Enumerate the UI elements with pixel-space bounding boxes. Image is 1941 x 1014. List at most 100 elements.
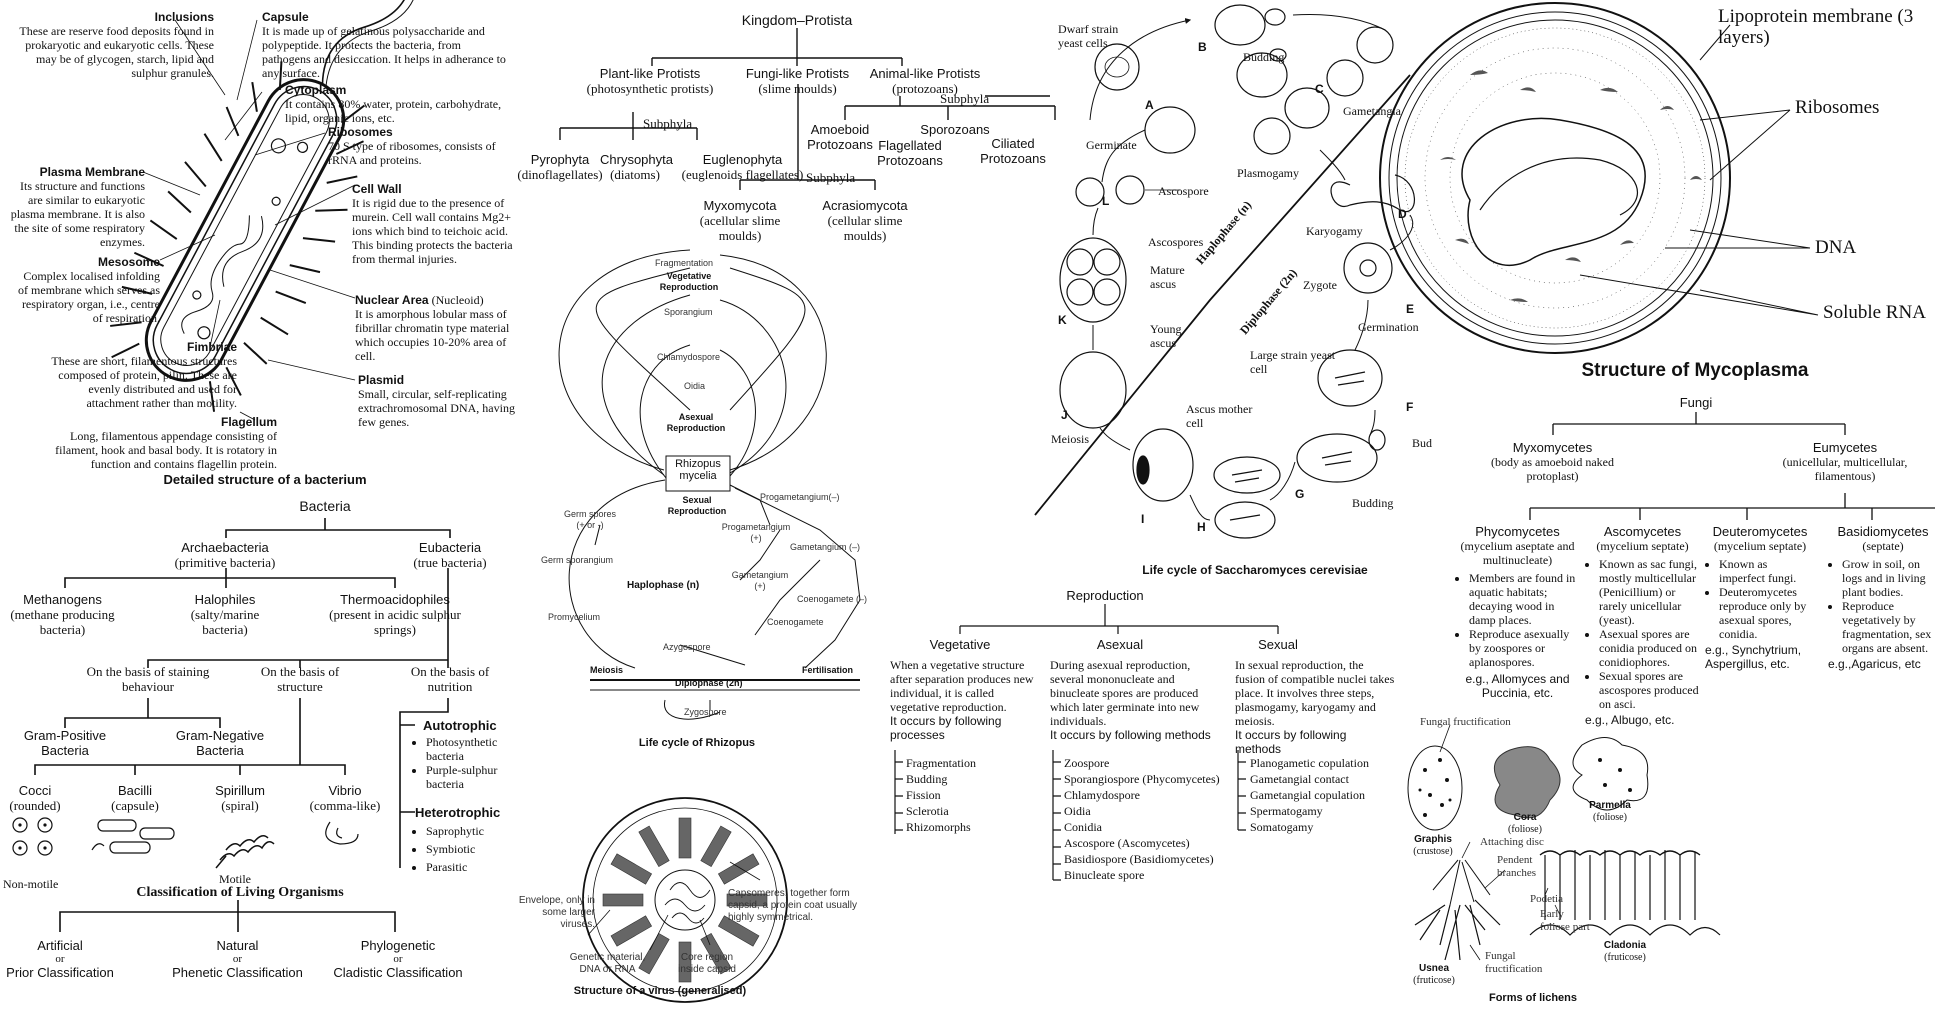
non-motile-label: Non-motile — [3, 877, 59, 891]
vegetative-list: Fragmentation Budding Fission Sclerotia … — [906, 756, 976, 834]
ascomycetes-node: Ascomycetes (mycelium septate) Known as … — [1585, 524, 1700, 727]
rh-haplophase: Haplophase (n) — [627, 580, 700, 591]
bacteria-root: Bacteria — [299, 498, 351, 514]
lichens-caption: Forms of lichens — [1488, 992, 1578, 1004]
motile-label: Motile — [219, 872, 251, 886]
rh-oidia: Oidia — [684, 381, 706, 391]
plant-like-protists: Plant-like Protists (photosynthetic prot… — [586, 66, 714, 96]
yeast-plasmogamy: Plasmogamy — [1237, 166, 1299, 180]
yeast-ascospore: Ascospore — [1158, 184, 1209, 198]
cocci-node: Cocci (rounded) — [9, 783, 61, 813]
nuclear-area-label: Nuclear Area (Nucleoid) It is amorphous … — [355, 293, 510, 363]
reproduction-root: Reproduction — [1066, 588, 1144, 603]
yeast-karyogamy: Karyogamy — [1306, 224, 1363, 238]
bacteria-tree-lines — [34, 518, 451, 932]
basis-structure: On the basis of structure — [260, 664, 340, 694]
heterotrophic-list: Saprophytic Symbiotic Parasitic — [412, 822, 507, 876]
yeast-budding: Budding — [1243, 50, 1285, 64]
lichen-parmella: Parmella (foliose) — [1589, 800, 1631, 823]
rh-coeno-neg: Coenogamete (–) — [797, 594, 868, 604]
flagellated-node: Flagellated Protozoans — [877, 138, 943, 168]
virus-capsomeres: Capsomeres, together form capsid, a prot… — [728, 888, 857, 923]
rh-zygospore: Zygospore — [684, 707, 727, 717]
mycoplasma-caption: Structure of Mycoplasma — [1581, 360, 1809, 381]
sexual-node: Sexual — [1258, 637, 1298, 652]
protista-root: Kingdom–Protista — [741, 12, 853, 28]
rh-azygospore: Azygospore — [663, 642, 711, 652]
myco-dna: DNA — [1815, 237, 1857, 258]
acrasiomycota-node: Acrasiomycota (cellular slime moulds) — [822, 198, 908, 243]
rhizopus-cycle — [558, 249, 861, 720]
bacilli-node: Bacilli (capsule) — [111, 783, 159, 813]
virus-genetic: Genetic material, DNA or RNA — [569, 952, 646, 975]
rh-promycelium: Promycelium — [548, 612, 601, 622]
yeast-letter-b: B — [1198, 40, 1207, 54]
gram-positive-node: Gram-Positive Bacteria — [23, 728, 107, 758]
asexual-desc: During asexual reproduction, several mon… — [1050, 658, 1211, 742]
lichen-podetia: Podetia — [1530, 893, 1563, 905]
reproduction-tree-lines — [894, 604, 1279, 881]
halophiles-node: Halophiles (salty/marine bacteria) — [190, 592, 260, 637]
bacterium-drawing — [110, 0, 483, 412]
inclusions-label: Inclusions These are reserve food deposi… — [19, 10, 214, 80]
fungi-root: Fungi — [1679, 395, 1713, 410]
yeast-budding2: Budding — [1352, 496, 1394, 510]
sexual-desc: In sexual reproduction, the fusion of co… — [1235, 658, 1395, 756]
heterotrophic-node: Heterotrophic — [415, 805, 501, 820]
cocci-shapes — [12, 817, 53, 856]
lichen-early: Early foliose part — [1540, 908, 1590, 933]
yeast-gametangia: Gametangia — [1343, 104, 1401, 118]
animal-like-protists: Animal-like Protists (protozoans) — [869, 66, 981, 96]
capsule-label: Capsule It is made up of gelatinous poly… — [262, 10, 506, 80]
virus-core: Core region inside capsid — [678, 952, 736, 975]
euglenophyta-node: Euglenophyta (euglenoids flagellates) — [681, 152, 804, 182]
sexual-list: Planogametic copulation Gametangial cont… — [1250, 756, 1369, 834]
rh-sporangium: Sporangium — [664, 307, 713, 317]
yeast-letter-h: H — [1197, 520, 1206, 534]
yeast-dwarf: Dwarf strain yeast cells — [1058, 22, 1119, 50]
spirillum-shapes — [215, 835, 275, 869]
fimbriae-label: Fimbriae These are short, filamentous st… — [51, 340, 237, 410]
yeast-zygote: Zygote — [1303, 278, 1337, 292]
rh-fertilisation: Fertilisation — [802, 665, 854, 675]
cytoplasm-label: Cytoplasm It contains 80% water, protein… — [285, 83, 502, 125]
asexual-node: Asexual — [1096, 637, 1144, 652]
rhizopus-caption: Life cycle of Rhizopus — [638, 737, 756, 749]
vibrio-node: Vibrio (comma-like) — [309, 783, 381, 813]
gram-negative-node: Gram-Negative Bacteria — [175, 728, 265, 758]
chrysophyta-node: Chrysophyta (diatoms) — [600, 152, 673, 182]
ciliated-node: Ciliated Protozoans — [980, 136, 1046, 166]
eubacteria-node: Eubacteria (true bacteria) — [413, 540, 487, 570]
sporozoans-node: Sporozoans — [920, 122, 990, 137]
yeast-mature-ascus: Mature ascus — [1150, 263, 1185, 291]
yeast-caption: Life cycle of Saccharomyces cerevisiae — [1142, 563, 1368, 577]
yeast-letter-l: L — [1102, 194, 1110, 208]
lichen-attaching: Attaching disc — [1480, 836, 1544, 848]
lichen-usnea: Usnea (fruticose) — [1413, 963, 1455, 986]
yeast-ascospores: Ascospores — [1148, 235, 1204, 249]
rh-fragmentation: Fragmentation — [655, 258, 714, 268]
basis-nutrition: On the basis of nutrition — [410, 664, 490, 694]
mycoplasma-drawing — [1379, 2, 1819, 354]
rh-meiosis: Meiosis — [590, 665, 624, 675]
autotrophic-node: Autotrophic — [423, 718, 497, 733]
yeast-letter-a: A — [1145, 98, 1154, 112]
yeast-cycle — [1034, 4, 1415, 539]
virus-envelope: Envelope, only in some larger viruses. — [518, 895, 595, 930]
rh-coenogamete: Coenogamete — [767, 617, 824, 627]
lichen-graphis: Graphis (crustose) — [1413, 834, 1453, 857]
classification-phylogenetic: Phylogenetic or Cladistic Classification — [333, 938, 463, 980]
rh-germ-spores: Germ spores (+ or -) — [563, 509, 616, 530]
thermoacidophiles-node: Thermoacidophiles (present in acidic sul… — [329, 592, 461, 637]
basidiomycetes-node: Basidiomycetes (septate) Grow in soil, o… — [1828, 524, 1938, 671]
mesosome-label: Mesosome Complex localised infolding of … — [18, 255, 160, 325]
spirillum-node: Spirillum (spiral) — [215, 783, 265, 813]
yeast-letter-g: G — [1295, 487, 1305, 501]
lichen-pendent: Pendent branches — [1497, 854, 1537, 879]
rh-gam-pos: Gametangium (+) — [731, 570, 789, 591]
virus-drawing — [582, 797, 788, 1003]
lichen-fungal-fruct: Fungal fructification — [1420, 716, 1511, 728]
eumycetes-node: Eumycetes (unicellular, multicellular, f… — [1782, 440, 1908, 483]
fungi-like-protists: Fungi-like Protists (slime moulds) — [745, 66, 850, 96]
